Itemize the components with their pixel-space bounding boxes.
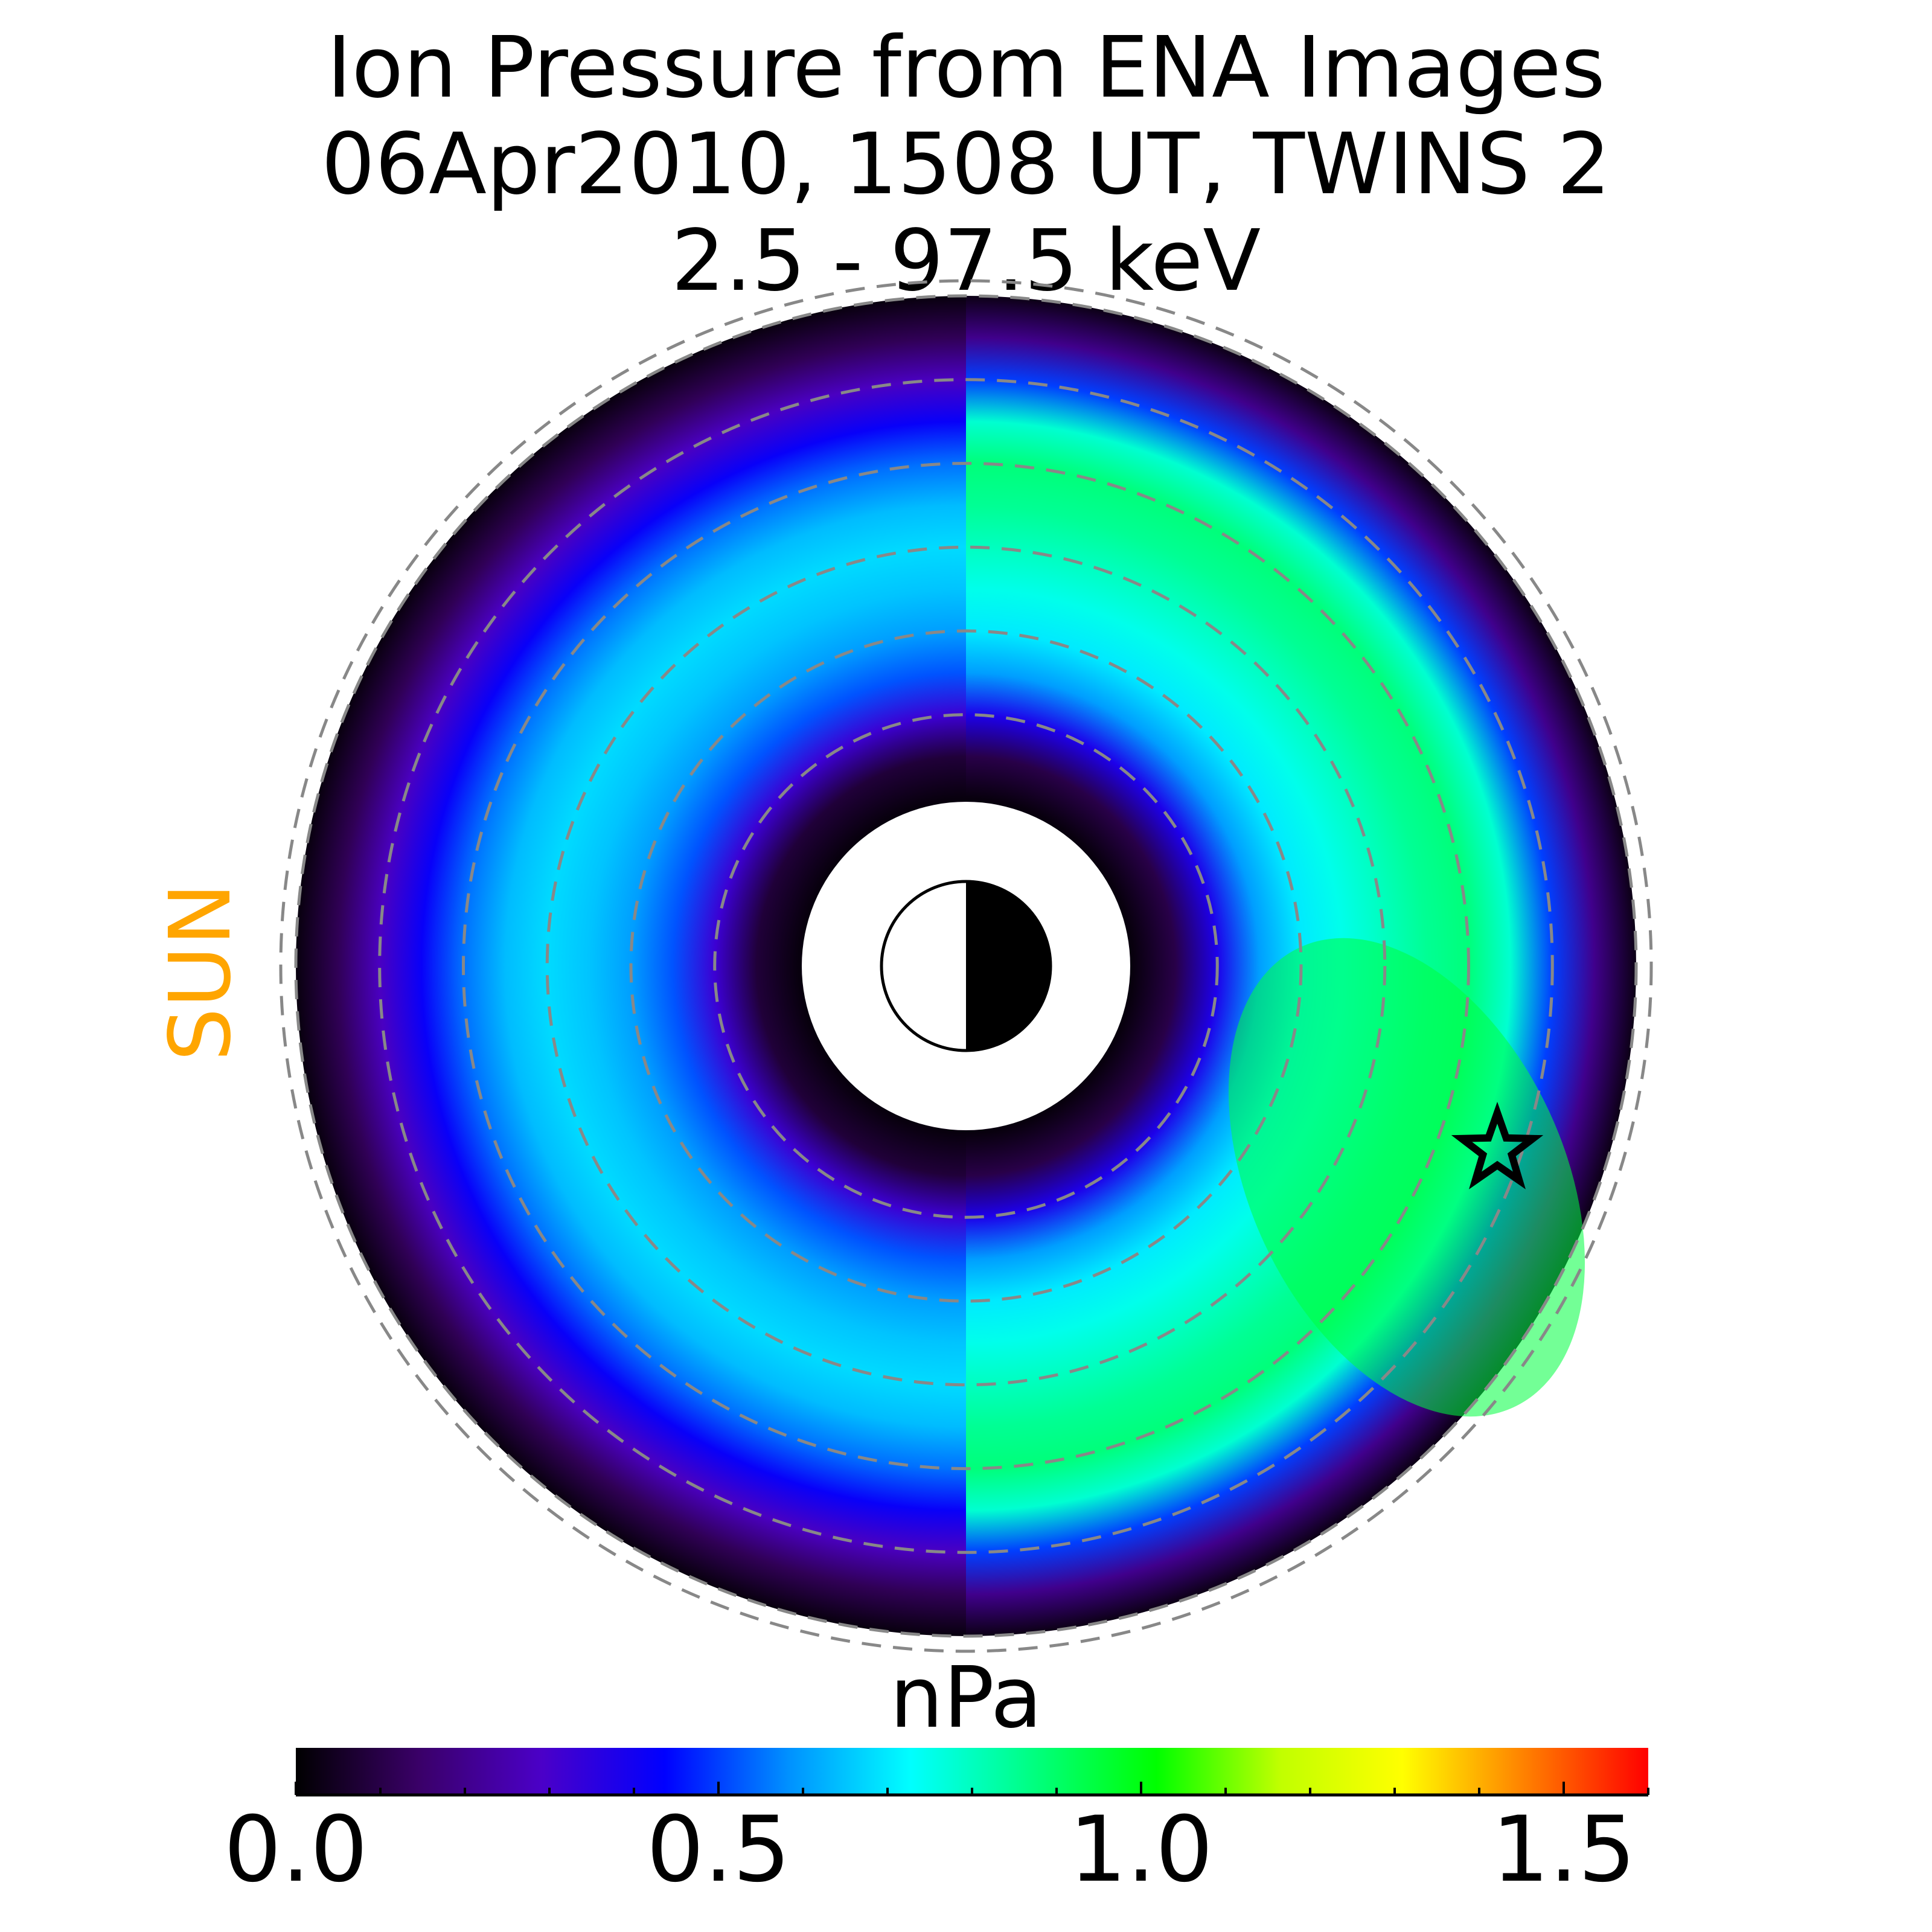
- colorbar-tick-label: 1.5: [1492, 1797, 1636, 1902]
- chart-title-line-3: 2.5 - 97.5 keV: [671, 212, 1261, 310]
- distance-ring: [545, 545, 1387, 1387]
- distance-ring: [629, 629, 1303, 1303]
- colorbar-tick-label: 0.0: [224, 1797, 368, 1902]
- colorbar-ticks: 0.0 0.5 1.0 1.5: [224, 1782, 1649, 1902]
- distance-ring: [279, 279, 1653, 1653]
- spacecraft-star-marker: [1451, 1101, 1544, 1189]
- earth-symbol: [880, 880, 1052, 1052]
- sun-direction-label: SUN: [152, 883, 250, 1061]
- distance-ring: [462, 462, 1470, 1470]
- distance-ring: [294, 294, 1638, 1638]
- distance-ring: [713, 713, 1219, 1219]
- colorbar-tick-label: 0.5: [647, 1797, 791, 1902]
- distance-rings: [279, 279, 1653, 1653]
- colorbar-unit-label: nPa: [890, 1649, 1043, 1747]
- distance-ring: [378, 378, 1554, 1554]
- colorbar-tick-label: 1.0: [1069, 1797, 1214, 1902]
- chart-title-line-2: 06Apr2010, 1508 UT, TWINS 2: [321, 115, 1611, 214]
- pressure-peak-region: [1228, 938, 1585, 1417]
- colorbar: [296, 1748, 1648, 1795]
- chart-title-line-1: Ion Pressure from ENA Images: [327, 19, 1605, 117]
- earth-night-half: [966, 881, 1051, 1051]
